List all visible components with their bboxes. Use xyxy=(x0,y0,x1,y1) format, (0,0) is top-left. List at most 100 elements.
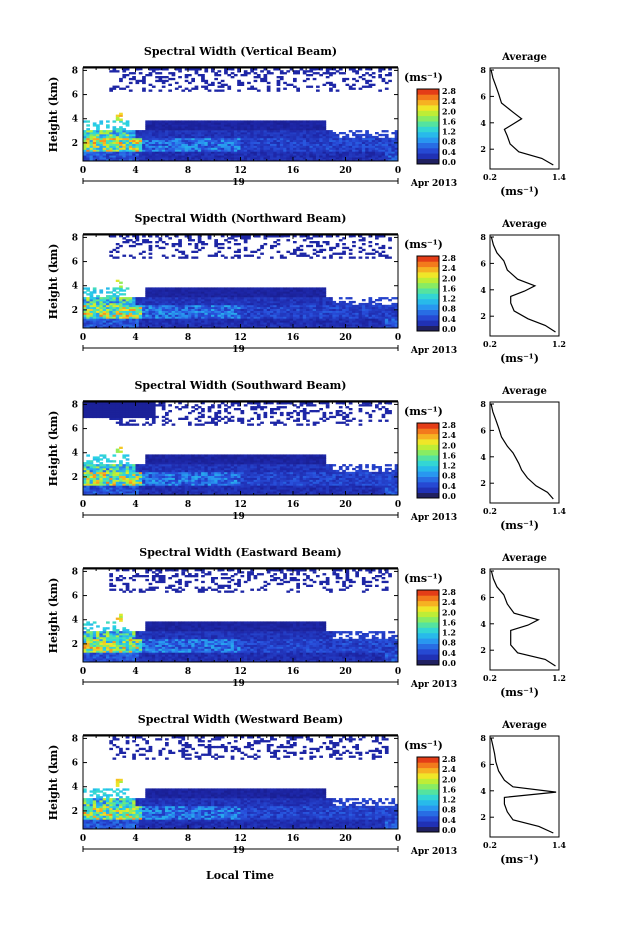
heatmap-cell xyxy=(263,145,268,148)
heatmap-cell xyxy=(329,159,333,162)
heatmap-cell xyxy=(247,132,251,135)
heatmap-cell xyxy=(253,289,258,292)
heatmap-cell xyxy=(391,318,396,321)
heatmap-cell xyxy=(102,408,107,411)
heatmap-cell xyxy=(365,157,369,160)
heatmap-cell xyxy=(329,151,333,154)
heatmap-cell xyxy=(227,155,232,158)
heatmap-cell xyxy=(132,143,136,146)
heatmap-cell xyxy=(86,312,90,315)
heatmap-cell xyxy=(174,151,179,154)
heatmap-cell xyxy=(128,310,133,313)
heatmap-cell xyxy=(375,153,379,156)
heatmap-cell xyxy=(138,402,143,405)
heatmap-cell xyxy=(302,306,307,309)
heatmap-cell xyxy=(122,139,127,142)
heatmap-cell xyxy=(293,326,297,329)
heatmap-cell xyxy=(233,143,238,146)
heatmap-cell xyxy=(99,411,104,415)
heatmap-cell xyxy=(296,318,300,321)
heatmap-cell xyxy=(201,297,205,300)
heatmap-cell xyxy=(135,235,140,238)
heatmap-cell xyxy=(191,312,195,315)
heatmap-cell xyxy=(151,122,156,125)
heatmap-cell xyxy=(243,308,248,311)
heatmap-cell xyxy=(181,126,186,129)
heatmap-cell xyxy=(378,306,382,309)
heatmap-cell xyxy=(89,481,94,484)
heatmap-cell xyxy=(142,79,146,83)
heatmap-cell xyxy=(197,132,202,135)
heatmap-cell xyxy=(306,312,310,315)
average-x-label: (ms⁻¹) xyxy=(500,352,539,365)
heatmap-cell xyxy=(378,133,382,137)
heatmap-cell xyxy=(145,308,149,311)
heatmap-cell xyxy=(306,310,310,313)
heatmap-cell xyxy=(309,135,314,139)
heatmap-cell xyxy=(338,239,343,242)
heatmap-cell xyxy=(119,128,123,131)
heatmap-cell xyxy=(335,147,340,150)
heatmap-cell xyxy=(240,306,245,309)
heatmap-cell xyxy=(316,310,320,313)
heatmap-cell xyxy=(214,137,218,141)
heatmap-cell xyxy=(381,310,386,313)
heatmap-cell xyxy=(89,133,94,137)
heatmap-cell xyxy=(299,126,304,129)
heatmap-cell xyxy=(361,143,366,146)
heatmap-cell xyxy=(273,149,277,152)
heatmap-cell xyxy=(361,318,366,321)
heatmap-cell xyxy=(161,155,166,158)
heatmap-cell xyxy=(109,483,113,486)
heatmap-cell xyxy=(312,241,317,244)
heatmap-cell xyxy=(355,312,359,315)
heatmap-cell xyxy=(296,70,300,73)
heatmap-cell xyxy=(171,151,176,154)
heatmap-cell xyxy=(211,159,215,162)
heatmap-cell xyxy=(145,155,149,158)
heatmap-cell xyxy=(273,299,277,302)
heatmap-cell xyxy=(168,157,172,160)
heatmap-cell xyxy=(138,487,143,490)
heatmap-cell xyxy=(112,410,117,413)
heatmap-cell xyxy=(138,252,143,255)
heatmap-cell xyxy=(227,85,232,88)
heatmap-cell xyxy=(309,304,314,308)
heatmap-cell xyxy=(92,130,97,133)
heatmap-cell xyxy=(161,145,166,148)
heatmap-cell xyxy=(358,322,363,325)
heatmap-cell xyxy=(207,124,212,127)
heatmap-cell xyxy=(316,124,320,127)
heatmap-cell xyxy=(273,314,277,317)
heatmap-cell xyxy=(83,466,87,469)
heatmap-cell xyxy=(99,464,104,467)
heatmap-cell xyxy=(365,68,369,71)
heatmap-cell xyxy=(375,312,379,315)
heatmap-cell xyxy=(342,159,346,162)
heatmap-cell xyxy=(329,299,333,302)
heatmap-cell xyxy=(174,155,179,158)
heatmap-cell xyxy=(151,320,156,323)
heatmap-cell xyxy=(247,287,251,290)
heatmap-cell xyxy=(204,302,209,306)
heatmap-cell xyxy=(299,287,304,290)
heatmap-cell xyxy=(394,132,399,135)
heatmap-cell xyxy=(145,124,149,127)
heatmap-cell xyxy=(106,460,110,463)
heatmap-cell xyxy=(286,308,291,311)
heatmap-cell xyxy=(201,293,205,296)
heatmap-cell xyxy=(174,145,179,148)
heatmap-cell xyxy=(188,141,192,144)
heatmap-cell xyxy=(184,326,189,329)
heatmap-cell xyxy=(345,326,350,329)
colorbar-tick-label: 2.8 xyxy=(442,253,456,263)
heatmap-cell xyxy=(368,324,373,327)
heatmap-cell xyxy=(270,287,274,290)
heatmap-cell xyxy=(352,149,356,152)
heatmap-cell xyxy=(142,137,146,141)
heatmap-cell xyxy=(352,151,356,154)
heatmap-cell xyxy=(289,126,294,129)
heatmap-cell xyxy=(227,312,232,315)
heatmap-cell xyxy=(316,304,320,308)
heatmap-cell xyxy=(247,149,251,152)
